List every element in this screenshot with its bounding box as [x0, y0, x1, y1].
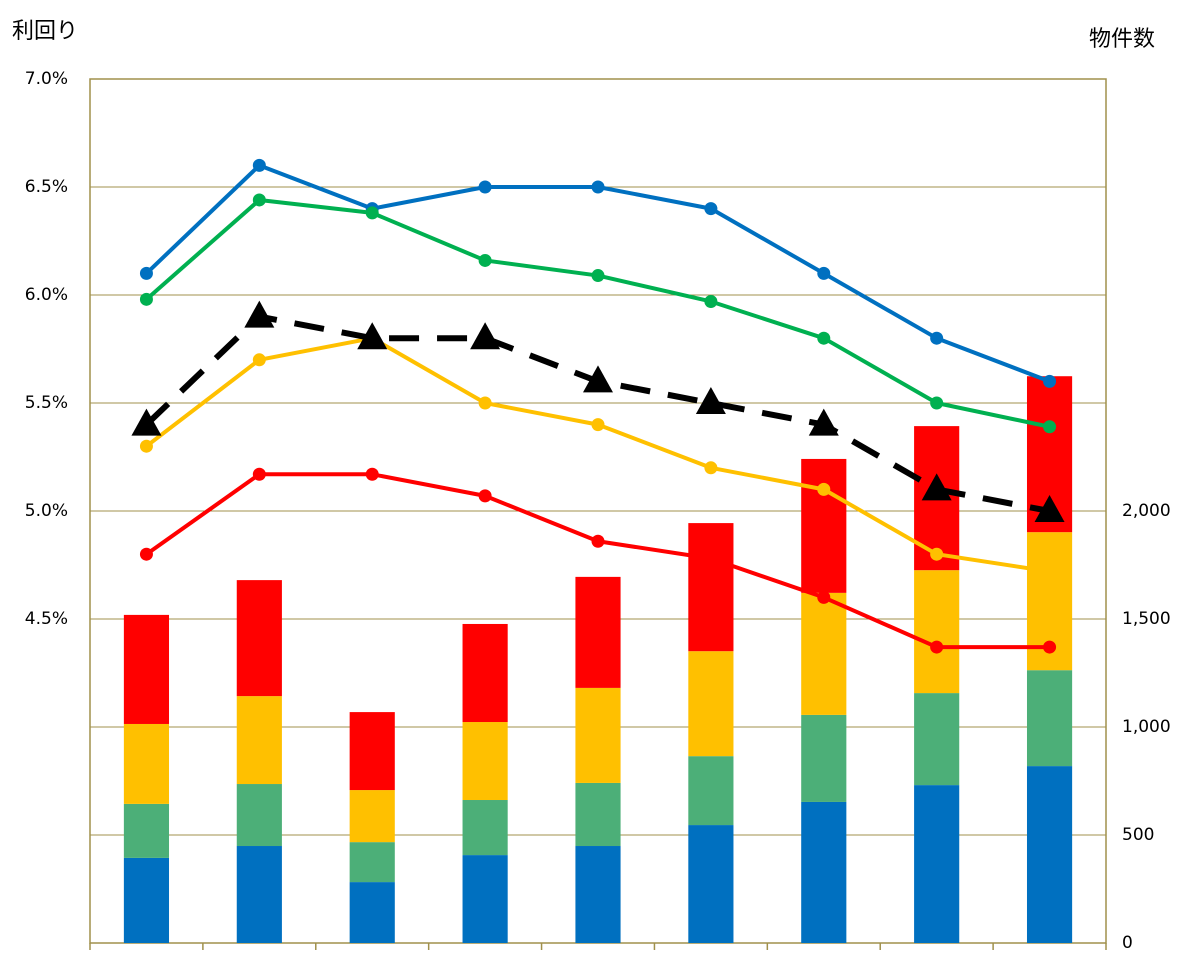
line-marker [808, 408, 839, 436]
line-marker [139, 547, 153, 561]
line-series [145, 197, 1050, 429]
line-marker [131, 408, 162, 436]
bar-segment [575, 576, 621, 688]
bar-segment [349, 842, 395, 883]
line-marker [817, 266, 831, 280]
line-marker [817, 590, 831, 604]
line-marker [252, 193, 266, 207]
bar-segment [236, 580, 282, 697]
bar-segment [688, 756, 734, 826]
line-marker [704, 461, 718, 475]
bar-segment [462, 855, 508, 943]
line-marker [252, 467, 266, 481]
bar-segment [462, 623, 508, 723]
line-marker [478, 253, 492, 267]
y-tick-label: 6.5% [25, 177, 68, 197]
line-marker [1043, 640, 1057, 654]
line-marker [704, 294, 718, 308]
bar-segment [914, 693, 960, 786]
line-marker [139, 439, 153, 453]
bar-segment [349, 882, 395, 943]
bar-segment [801, 458, 847, 593]
line-marker [930, 547, 944, 561]
bar-segment [575, 846, 621, 943]
line-marker [478, 489, 492, 503]
line-marker [357, 322, 388, 350]
bar-segment [236, 846, 282, 943]
line-marker [252, 353, 266, 367]
line-marker [921, 473, 952, 501]
bar-segment [575, 687, 621, 783]
bar-segment [1026, 766, 1073, 943]
bar-segment [575, 782, 621, 847]
line-marker [591, 180, 605, 194]
line-marker [365, 467, 379, 481]
bar-segment [236, 784, 282, 847]
line-marker [704, 202, 718, 216]
bar-segment [688, 651, 734, 757]
line-marker [695, 387, 726, 414]
line-marker [365, 206, 379, 220]
bar-segment [123, 614, 170, 724]
line-marker [1043, 420, 1057, 434]
y2-tick-label: 500 [1122, 825, 1154, 845]
y-axis-title: 利回り [12, 19, 78, 44]
bar-segment [688, 523, 734, 652]
y2-tick-label: 0 [1122, 933, 1133, 953]
y-tick-label: 6.0% [25, 285, 68, 305]
line-marker [930, 640, 944, 654]
y2-tick-label: 1,000 [1122, 717, 1171, 737]
line-marker [252, 158, 266, 172]
bar-segment [801, 801, 847, 943]
line-marker [1034, 495, 1065, 522]
line-marker [930, 396, 944, 410]
bar-segment [914, 785, 960, 943]
y2-tick-label: 1,500 [1122, 609, 1171, 629]
bar-segment [688, 825, 734, 943]
line-marker [591, 269, 605, 283]
bar-segment [123, 723, 170, 804]
y-tick-label: 7.0% [25, 69, 68, 89]
line-marker [139, 266, 153, 280]
line-marker [1043, 564, 1057, 578]
bar-segment [123, 857, 170, 943]
y-tick-label: 5.0% [25, 501, 68, 521]
bar-segment [462, 800, 508, 856]
bar-segment [349, 712, 395, 791]
line-marker [591, 418, 605, 432]
line-marker [478, 396, 492, 410]
line-marker [817, 331, 831, 345]
line-marker [244, 300, 275, 328]
line-marker [817, 482, 831, 496]
line-marker [704, 552, 718, 566]
y2-tick-label: 2,000 [1122, 501, 1171, 521]
y-tick-label: 5.5% [25, 393, 68, 413]
y2-axis-title: 物件数 [1089, 27, 1155, 52]
bar-segment [349, 790, 395, 843]
line-marker [139, 292, 153, 306]
bar-segment [801, 592, 847, 715]
line-marker [478, 180, 492, 194]
bar-segment [462, 722, 508, 801]
line-marker [1043, 374, 1057, 388]
line-marker [470, 322, 501, 350]
line-marker [930, 331, 944, 345]
bar-segment [801, 714, 847, 802]
y-tick-label: 4.5% [25, 609, 68, 629]
bar-segment [914, 570, 960, 694]
bar-segment [236, 696, 282, 785]
bar-segment [1026, 670, 1073, 767]
line-marker [583, 365, 613, 393]
bar-segment [123, 803, 170, 858]
line-marker [591, 534, 605, 548]
